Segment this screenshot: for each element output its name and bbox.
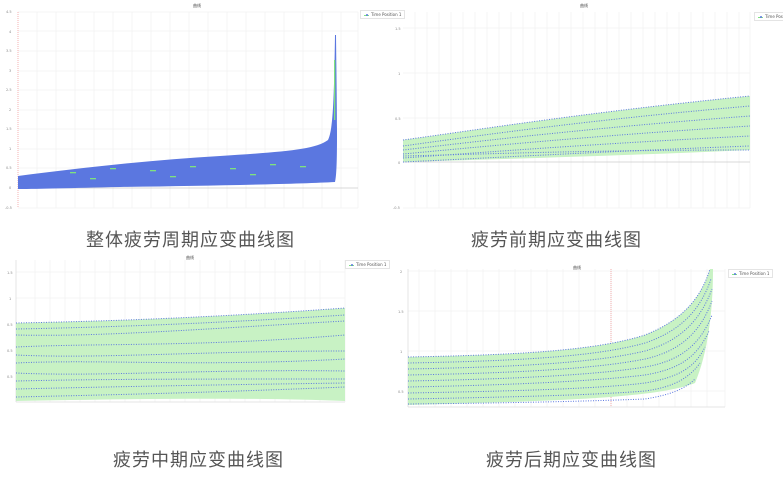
svg-text:0.5: 0.5 [398,390,404,394]
svg-text:0.5: 0.5 [395,117,401,121]
chart-overall-legend: Time Position 1 [360,10,406,19]
svg-text:-0.5: -0.5 [393,206,400,210]
chart-overall-plot: 4.5 4 3.5 3 2.5 2 1.5 1 0.5 0 -0.5 [5,10,359,210]
chart-late-title: 曲线 [573,265,581,270]
svg-text:1: 1 [9,297,11,301]
chart-overall-title: 曲线 [193,3,201,8]
svg-text:-0.5: -0.5 [5,206,12,210]
chart-overall: 4.5 4 3.5 3 2.5 2 1.5 1 0.5 0 -0.5 曲线 Time Po… [0,0,406,251]
chart-middle-plot: 1.5 1 0.5 0.5 0.5 [7,260,346,403]
chart-middle: 1.5 1 0.5 0.5 0.5 曲线 Time Position 1 疲劳中期应变… [0,255,391,481]
chart-middle-legend: Time Position 1 [345,260,391,269]
chart-late-legend: Time Position 1 [728,269,774,278]
svg-text:1: 1 [398,72,400,76]
legend-label: Time Position 1 [739,271,770,276]
svg-text:1.5: 1.5 [395,27,401,31]
caption-early: 疲劳前期应变曲线图 [471,230,642,251]
legend-label: Time Position 1 [765,14,783,19]
caption-late: 疲劳后期应变曲线图 [486,450,657,471]
legend-label: Time Position 1 [371,12,402,17]
svg-text:0: 0 [398,161,400,165]
svg-text:0: 0 [9,186,11,190]
legend-label: Time Position 1 [356,262,387,267]
legend-marker-icon [732,272,737,275]
svg-text:4: 4 [9,30,12,34]
svg-text:1: 1 [400,350,402,354]
svg-text:1.5: 1.5 [6,127,12,131]
legend-marker-icon [349,263,354,266]
chart-middle-title: 曲线 [186,255,194,260]
svg-text:0.5: 0.5 [7,375,13,379]
caption-middle: 疲劳中期应变曲线图 [113,450,284,471]
svg-text:2.5: 2.5 [6,88,12,92]
chart-early-legend: Time Position 1 [754,12,783,21]
legend-marker-icon [364,13,369,16]
chart-late: 2 1.5 1 0.5 曲线 Time Position 1 疲劳后期应变曲线图 [395,255,783,481]
svg-text:1: 1 [9,147,11,151]
chart-late-plot: 2 1.5 1 0.5 [398,268,726,408]
svg-text:2: 2 [9,108,11,112]
svg-text:1.5: 1.5 [398,310,404,314]
svg-text:1.5: 1.5 [7,271,13,275]
svg-text:2: 2 [400,270,402,274]
svg-text:4.5: 4.5 [6,10,12,14]
svg-text:0.5: 0.5 [7,323,13,327]
svg-text:3: 3 [9,69,11,73]
svg-text:0.5: 0.5 [6,166,12,170]
legend-marker-icon [758,15,763,18]
caption-overall: 整体疲劳周期应变曲线图 [86,230,295,251]
chart-early-title: 曲线 [580,3,588,8]
svg-text:3.5: 3.5 [6,49,12,53]
chart-early: 1.5 1 0.5 0 -0.5 曲线 Time Position 1 疲劳前期应变曲… [390,0,783,251]
svg-text:0.5: 0.5 [7,349,13,353]
chart-early-plot: 1.5 1 0.5 0 -0.5 [393,12,751,210]
